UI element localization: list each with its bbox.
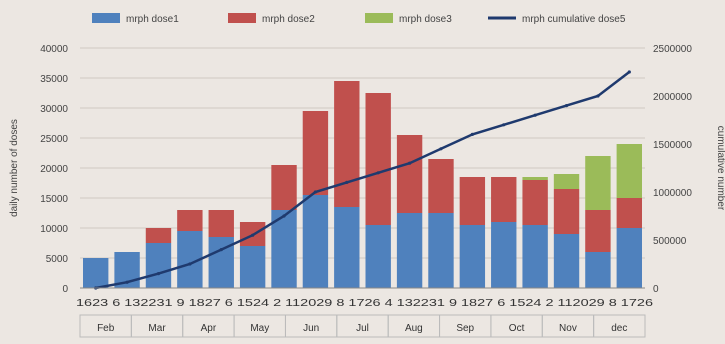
bar-1	[522, 225, 548, 288]
month-label: Mar	[148, 323, 166, 334]
bar-3	[522, 177, 548, 180]
bar-2	[271, 165, 297, 210]
bar-1	[616, 228, 642, 288]
month-label: Feb	[97, 323, 115, 334]
legend-swatch	[92, 13, 120, 23]
x-day-labels: 1623 6 132231 9 1827 6 1524 2 112029 8 1…	[76, 298, 654, 309]
bar-1	[239, 246, 266, 288]
bar-2	[522, 180, 548, 225]
bar-3	[616, 144, 642, 198]
y-tick-label: 0	[62, 284, 68, 295]
y-axis-title: daily number of doses	[9, 119, 20, 217]
y-tick-label: 15000	[40, 194, 68, 205]
bar-2	[491, 177, 517, 222]
bar-1	[553, 234, 580, 288]
bar-1	[145, 243, 172, 288]
bar-2	[208, 210, 234, 237]
cumulative-point	[596, 94, 600, 98]
bar-3	[553, 174, 580, 189]
y2-tick-label: 0	[653, 284, 659, 295]
bar-2	[428, 159, 454, 213]
bar-2	[585, 210, 611, 252]
cumulative-point	[125, 280, 129, 284]
cumulative-point	[627, 70, 631, 74]
bar-1	[459, 225, 486, 288]
bar-2	[365, 93, 391, 225]
bar-2	[396, 135, 423, 213]
bar-1	[428, 213, 454, 288]
bar-2	[145, 228, 172, 243]
cumulative-point	[470, 132, 474, 136]
cumulative-point	[156, 272, 161, 276]
y2-tick-label: 2500000	[653, 44, 692, 55]
cumulative-point	[251, 233, 255, 237]
y-tick-label: 40000	[40, 44, 68, 55]
cumulative-point	[439, 147, 443, 151]
month-label: Oct	[509, 323, 525, 334]
cumulative-point	[502, 123, 506, 127]
y2-axis-title: cumulative number	[715, 126, 725, 211]
legend-label: mrph cumulative dose5	[522, 14, 626, 25]
bar-1	[491, 222, 517, 288]
y-tick-label: 20000	[40, 164, 68, 175]
month-label: Apr	[201, 323, 217, 334]
bar-3	[585, 156, 611, 210]
y-tick-label: 5000	[46, 254, 69, 265]
legend-swatch	[365, 13, 393, 23]
y2-tick-label: 1500000	[653, 140, 692, 151]
bar-2	[302, 111, 329, 195]
cumulative-point	[376, 171, 380, 175]
month-box	[593, 314, 646, 338]
cumulative-point	[345, 180, 349, 184]
cumulative-point	[407, 161, 412, 165]
month-label: Sep	[456, 323, 474, 334]
bar-1	[83, 258, 109, 288]
month-label: dec	[611, 323, 627, 334]
bar-1	[365, 225, 391, 288]
y-tick-label: 30000	[40, 104, 68, 115]
legend-label: mrph dose3	[399, 14, 452, 25]
y2-tick-label: 500000	[653, 236, 687, 247]
month-label: Aug	[405, 323, 423, 334]
y-tick-label: 10000	[40, 224, 68, 235]
bar-2	[177, 210, 203, 231]
month-label: Nov	[559, 323, 577, 334]
bar-1	[302, 195, 329, 288]
bar-2	[334, 81, 360, 207]
month-label: May	[250, 323, 269, 334]
cumulative-point	[564, 104, 569, 108]
bar-2	[459, 177, 486, 225]
bar-2	[553, 189, 580, 234]
bar-2	[616, 198, 642, 228]
month-label: Jul	[356, 323, 369, 334]
month-label: Jun	[303, 323, 319, 334]
cumulative-point	[533, 113, 537, 117]
y-tick-label: 25000	[40, 134, 68, 145]
legend-swatch	[228, 13, 256, 23]
cumulative-point	[313, 190, 318, 194]
cumulative-point	[282, 214, 286, 218]
bar-1	[271, 210, 297, 288]
legend-label: mrph dose2	[262, 14, 315, 25]
y-tick-label: 35000	[40, 74, 68, 85]
bar-1	[585, 252, 611, 288]
y2-tick-label: 1000000	[653, 188, 692, 199]
y2-tick-label: 2000000	[653, 92, 692, 103]
bar-1	[396, 213, 423, 288]
cumulative-point	[188, 262, 192, 266]
legend-label: mrph dose1	[126, 14, 179, 25]
bar-1	[334, 207, 360, 288]
cumulative-line	[95, 71, 631, 290]
cumulative-point	[219, 248, 223, 252]
